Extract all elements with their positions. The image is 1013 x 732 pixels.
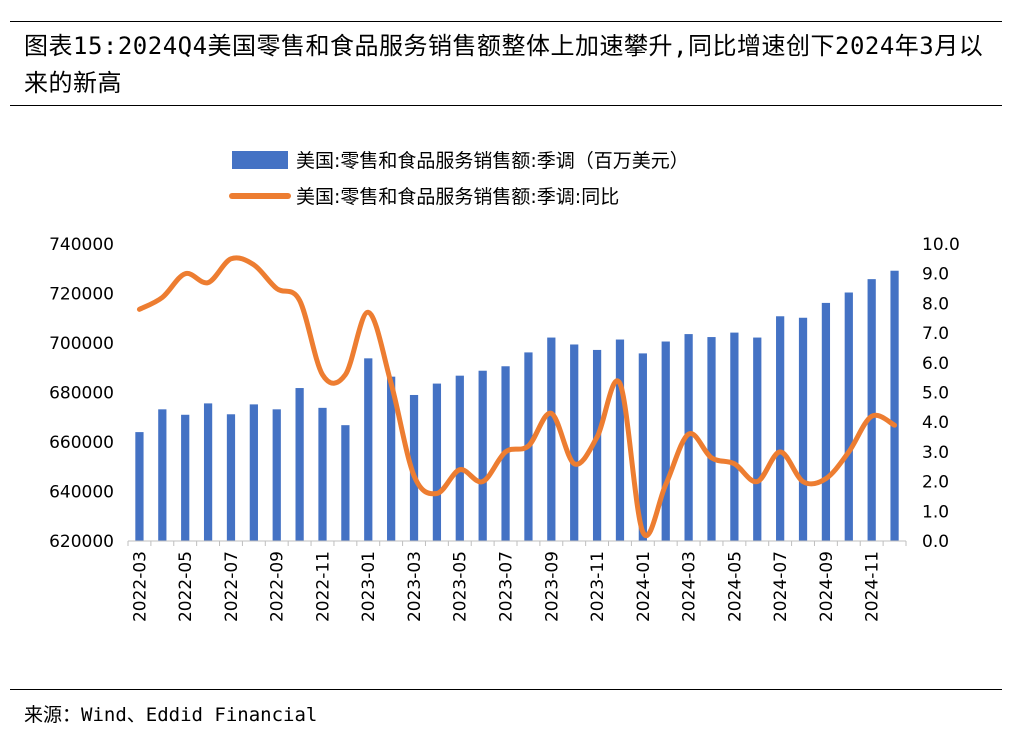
bar-2023-12 <box>615 339 625 541</box>
bar-2023-06 <box>478 370 487 541</box>
bar-2024-09 <box>821 302 831 541</box>
bar-2022-07 <box>226 414 236 541</box>
bar-2022-03 <box>135 432 144 541</box>
y-right-tick-label: 4.0 <box>922 413 949 433</box>
y-right-tick-label: 2.0 <box>922 473 949 493</box>
y-left-tick-label: 700000 <box>49 334 114 354</box>
y-right-tick-label: 3.0 <box>922 443 949 463</box>
bar-2023-11 <box>592 349 602 541</box>
figure-title: 图表15:2024Q4美国零售和食品服务销售额整体上加速攀升,同比增速创下202… <box>24 32 984 97</box>
x-tick-label: 2023-09 <box>542 551 562 622</box>
x-tick-label: 2022-03 <box>130 551 150 622</box>
bar-2023-02 <box>387 376 396 541</box>
bar-2022-08 <box>249 404 258 541</box>
y-right-tick-label: 0.0 <box>922 532 949 552</box>
bar-2024-11 <box>867 279 876 541</box>
x-tick-label: 2024-11 <box>863 551 883 622</box>
y-left-tick-label: 640000 <box>49 483 114 503</box>
top-rule <box>10 21 1002 22</box>
bar-2024-10 <box>844 292 853 541</box>
x-tick-label: 2022-11 <box>313 551 333 622</box>
bar-2024-05 <box>730 332 739 541</box>
y-right-tick-label: 7.0 <box>922 324 949 344</box>
bar-2022-11 <box>318 407 327 541</box>
y-right-tick-label: 1.0 <box>922 502 949 522</box>
x-tick-label: 2023-03 <box>405 551 425 622</box>
source-note: 来源：Wind、Eddid Financial <box>24 704 318 726</box>
title-rule <box>10 105 1002 106</box>
y-left-tick-label: 620000 <box>49 532 114 552</box>
bar-2022-09 <box>272 409 281 541</box>
bar-2023-03 <box>409 394 419 541</box>
legend-bar-swatch <box>232 151 288 169</box>
yoy-growth-line <box>136 255 898 538</box>
bar-2023-01 <box>364 358 373 541</box>
bar-2024-06 <box>753 337 762 541</box>
bar-2024-07 <box>776 316 785 541</box>
x-tick-label: 2024-03 <box>680 551 700 622</box>
plot-area: 2022-03 2022-05 2022-07 2022-09 2022-11 2023-… <box>49 235 960 622</box>
x-tick-label: 2024-05 <box>725 551 745 622</box>
bar-2023-04 <box>432 383 442 541</box>
y-right-tick-label: 5.0 <box>922 384 949 404</box>
bar-2022-12 <box>341 425 350 541</box>
x-tick-label: 2024-07 <box>771 551 791 622</box>
x-tick-label: 2023-05 <box>451 551 471 622</box>
x-tick-label: 2023-11 <box>588 551 608 622</box>
bar-2022-04 <box>158 409 167 541</box>
y-left-tick-label: 720000 <box>49 285 114 305</box>
x-tick-label: 2022-09 <box>268 551 288 622</box>
x-tick-label: 2022-05 <box>176 551 196 622</box>
bar-2023-10 <box>570 344 579 541</box>
x-tick-label: 2023-01 <box>359 551 379 622</box>
bottom-rule <box>10 689 1002 690</box>
bar-2024-02 <box>661 341 670 541</box>
y-right-tick-label: 8.0 <box>922 294 949 314</box>
bar-2023-09 <box>547 337 556 541</box>
y-right-tick-label: 6.0 <box>922 354 949 374</box>
legend-bar-label: 美国:零售和食品服务销售额:季调（百万美元） <box>296 150 689 172</box>
chart: 美国:零售和食品服务销售额:季调（百万美元） 美国:零售和食品服务销售额:季调:… <box>49 150 960 622</box>
bar-2023-05 <box>455 375 464 541</box>
bar-2022-06 <box>203 403 213 541</box>
y-left-tick-label: 680000 <box>49 384 114 404</box>
bar-2024-12 <box>890 270 899 541</box>
bar-2022-05 <box>181 414 190 541</box>
bar-2024-03 <box>684 334 693 541</box>
chart-legend: 美国:零售和食品服务销售额:季调（百万美元） 美国:零售和食品服务销售额:季调:… <box>229 150 689 208</box>
bar-2024-08 <box>798 317 808 541</box>
bar-2022-10 <box>295 388 304 541</box>
bar-2024-01 <box>638 353 647 541</box>
y-left-tick-label: 660000 <box>49 433 114 453</box>
x-tick-label: 2023-07 <box>497 551 517 622</box>
y-right-tick-label: 9.0 <box>922 265 949 285</box>
y-right-tick-label: 10.0 <box>922 235 960 255</box>
y-left-tick-label: 740000 <box>49 235 114 255</box>
legend-line-label: 美国:零售和食品服务销售额:季调:同比 <box>296 186 619 208</box>
x-tick-label: 2024-09 <box>817 551 837 622</box>
x-tick-label: 2022-07 <box>222 551 242 622</box>
x-tick-label: 2024-01 <box>634 551 654 622</box>
bar-2024-04 <box>707 337 716 541</box>
